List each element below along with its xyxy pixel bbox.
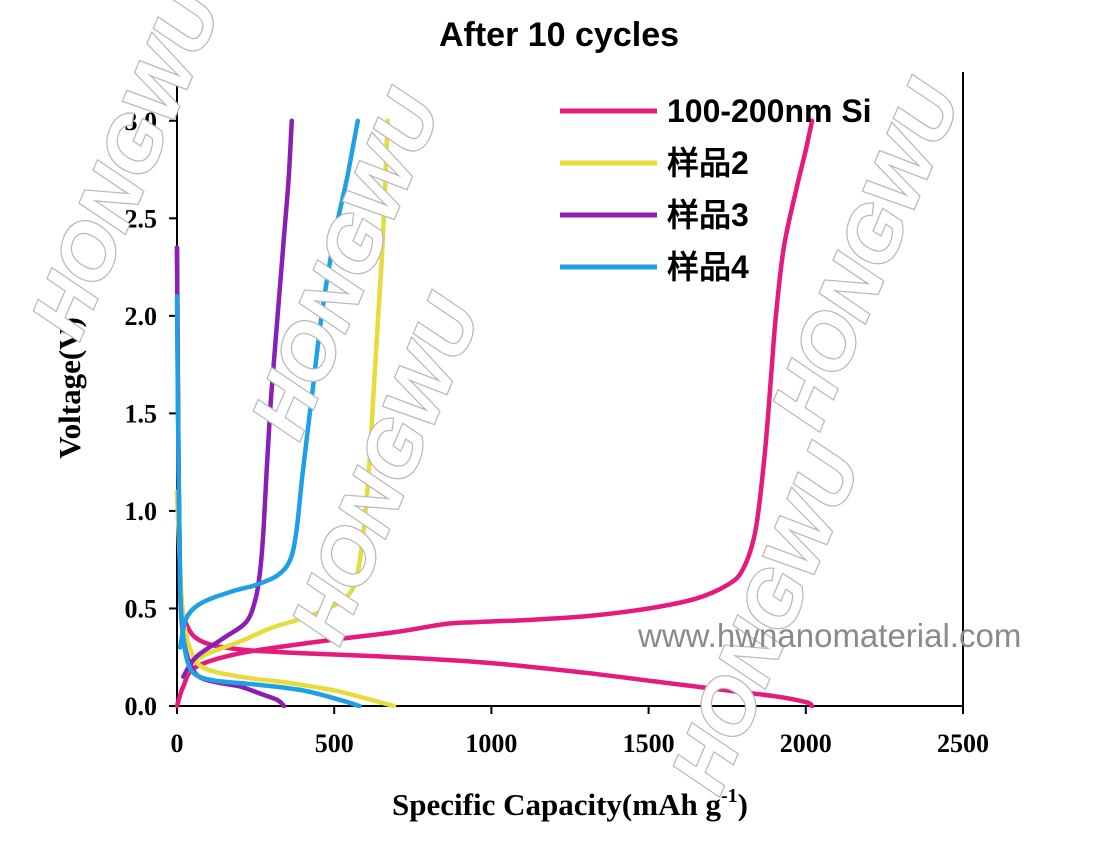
- x-tick-label: 1000: [465, 729, 517, 758]
- x-tick-label: 500: [315, 729, 354, 758]
- y-tick-label: 1.5: [125, 399, 158, 428]
- legend-label-4: 样品4: [667, 249, 749, 285]
- series-4-discharge-line: [174, 294, 362, 709]
- x-axis-label-main: Specific Capacity(mAh g: [392, 787, 721, 822]
- x-axis-label-superscript: -1: [721, 785, 738, 807]
- y-tick-label: 2.0: [125, 302, 158, 331]
- watermark-url: www.hwnanomaterial.com: [637, 617, 1021, 654]
- x-tick-label: 0: [171, 729, 184, 758]
- chart-title: After 10 cycles: [439, 16, 679, 54]
- axes: 0 500 1000 1500 2000 2500 0.0 0.5 1.0 1.5 2.0 2.5 3.…: [125, 72, 989, 758]
- x-tick-label: 1500: [623, 729, 675, 758]
- legend-label-1: 100-200nm Si: [667, 93, 872, 129]
- y-axis-label: Voltage(V): [52, 317, 87, 459]
- x-axis-label-end: ): [738, 787, 748, 822]
- plot-area: [174, 118, 815, 709]
- x-tick-label: 2000: [780, 729, 832, 758]
- legend-label-3: 样品3: [667, 197, 749, 233]
- series-3-charge-line: [181, 118, 295, 679]
- y-tick-label: 1.0: [125, 497, 158, 526]
- legend-label-2: 样品2: [667, 145, 749, 181]
- series-2-charge-line: [181, 118, 390, 679]
- series-1-charge-line: [174, 118, 815, 709]
- y-tick-label: 3.0: [125, 107, 158, 136]
- legend: 100-200nm Si 样品2 样品3 样品4: [560, 93, 872, 285]
- x-tick-label: 2500: [937, 729, 989, 758]
- x-axis-label: Specific Capacity(mAh g-1): [392, 785, 748, 822]
- watermark-brand-1: HONGWU: [14, 0, 238, 349]
- series-4-charge-line: [177, 118, 361, 650]
- y-tick-label: 0.0: [125, 692, 158, 721]
- y-tick-label: 0.5: [125, 594, 158, 623]
- y-tick-label: 2.5: [125, 204, 158, 233]
